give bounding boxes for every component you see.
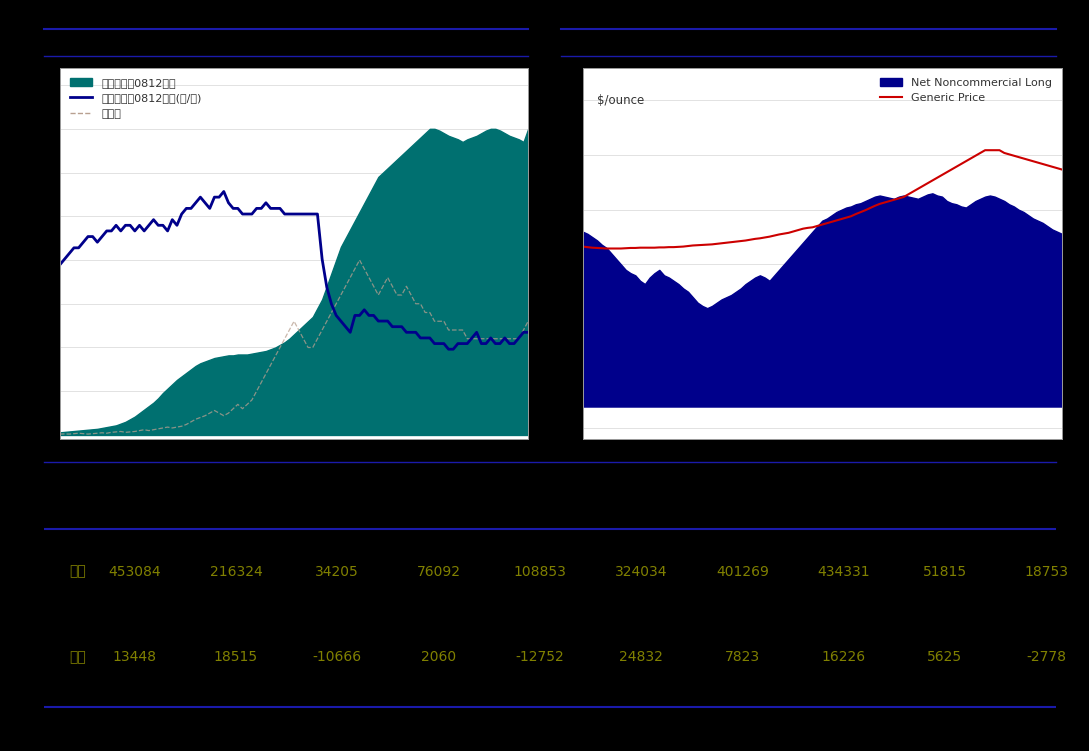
Text: 持仓: 持仓 — [69, 565, 86, 578]
Text: 51815: 51815 — [922, 565, 967, 578]
Text: 18515: 18515 — [213, 650, 258, 664]
Legend: Net Noncommercial Long, Generic Price: Net Noncommercial Long, Generic Price — [876, 73, 1056, 107]
Text: 453084: 453084 — [109, 565, 161, 578]
Text: 34205: 34205 — [316, 565, 359, 578]
Text: 16226: 16226 — [821, 650, 866, 664]
Text: 增减: 增减 — [69, 650, 86, 664]
Text: 13448: 13448 — [112, 650, 157, 664]
Text: 2060: 2060 — [421, 650, 456, 664]
Text: -2778: -2778 — [1026, 650, 1066, 664]
Text: 18753: 18753 — [1024, 565, 1068, 578]
Text: -12752: -12752 — [515, 650, 564, 664]
Text: 76092: 76092 — [416, 565, 461, 578]
Text: -10666: -10666 — [313, 650, 362, 664]
Text: 5625: 5625 — [928, 650, 963, 664]
Text: 7823: 7823 — [725, 650, 760, 664]
Text: 216324: 216324 — [209, 565, 262, 578]
Legend: 上期所黄金0812持仓, 上期所黄金0812价格(元/克), 成交量: 上期所黄金0812持仓, 上期所黄金0812价格(元/克), 成交量 — [65, 73, 206, 123]
Text: 434331: 434331 — [818, 565, 870, 578]
Text: 108853: 108853 — [513, 565, 566, 578]
Text: $/ounce: $/ounce — [597, 94, 645, 107]
Text: 401269: 401269 — [715, 565, 769, 578]
Text: 24832: 24832 — [620, 650, 663, 664]
Text: 324034: 324034 — [615, 565, 668, 578]
